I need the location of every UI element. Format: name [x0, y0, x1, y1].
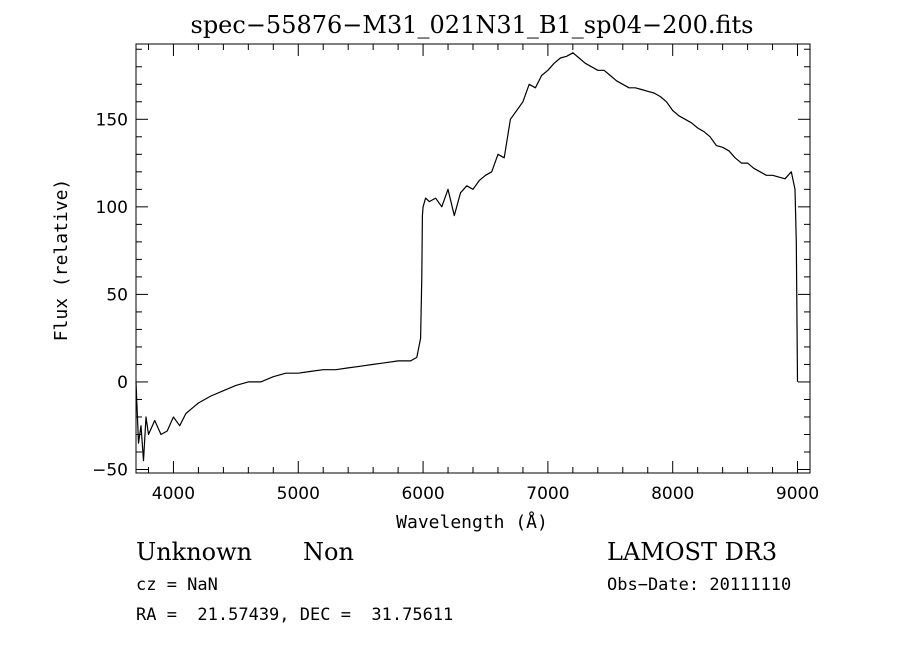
- x-axis-label: Wavelength (Å): [396, 511, 548, 533]
- survey-label: LAMOST DR3: [607, 538, 777, 566]
- x-tick-label: 9000: [776, 484, 819, 504]
- obs-date-label: Obs−Date: 20111110: [607, 575, 791, 595]
- x-tick-label: 6000: [401, 484, 444, 504]
- y-tick-label: −50: [92, 460, 128, 480]
- coords-label: RA = 21.57439, DEC = 31.75611: [136, 605, 453, 625]
- axis-ticks: [136, 44, 810, 473]
- y-tick-label: 150: [96, 110, 128, 130]
- y-axis-label: Flux (relative): [51, 179, 72, 342]
- x-tick-label: 7000: [526, 484, 569, 504]
- spectrum-line: [135, 52, 799, 462]
- x-tick-label: 4000: [152, 484, 195, 504]
- object-type-label: Unknown: [136, 538, 252, 566]
- x-tick-label: 8000: [651, 484, 694, 504]
- cz-label: cz = NaN: [136, 575, 218, 595]
- y-tick-label: 50: [106, 285, 128, 305]
- y-tick-label: 100: [96, 198, 128, 218]
- chart-title: spec−55876−M31_021N31_B1_sp04−200.fits: [191, 11, 754, 39]
- object-class-label: Non: [303, 538, 354, 566]
- y-tick-label: 0: [117, 373, 128, 393]
- axis-tick-labels: 4000 5000 6000 7000 8000 9000 −50 0 50 100 150: [92, 110, 819, 504]
- plot-frame: [135, 43, 811, 474]
- x-tick-label: 5000: [277, 484, 320, 504]
